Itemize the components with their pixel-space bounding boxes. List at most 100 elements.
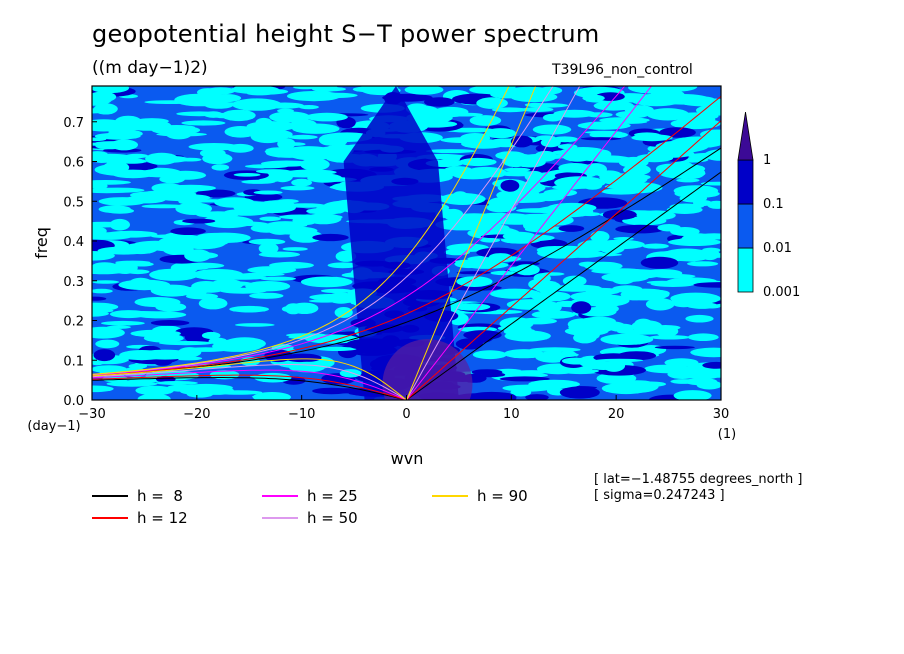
power-cell <box>292 123 340 134</box>
power-cell <box>685 377 718 386</box>
power-cell <box>214 390 263 395</box>
plot-area <box>91 85 722 401</box>
power-cell <box>630 93 683 107</box>
power-cell <box>580 212 600 217</box>
y-tick-label: 0.6 <box>63 156 84 171</box>
power-cell <box>664 358 699 367</box>
x-tick-label: 10 <box>503 407 520 422</box>
power-cell <box>280 185 315 191</box>
power-cell <box>134 297 181 308</box>
kelvin-curve <box>406 86 653 400</box>
power-cell <box>133 240 178 250</box>
power-cell <box>134 311 187 319</box>
dispersion-curves-h50 <box>92 86 581 400</box>
power-cell <box>696 104 721 116</box>
power-cell <box>257 200 297 213</box>
power-cell <box>271 344 294 352</box>
power-cell <box>700 129 721 140</box>
chart-subtitle: ((m day−1)2) <box>92 58 208 78</box>
power-cell <box>502 154 530 168</box>
power-cell <box>447 112 483 117</box>
power-cell <box>182 286 208 297</box>
x-tick-label: 20 <box>608 407 625 422</box>
power-cell <box>221 109 256 122</box>
power-cell <box>195 189 236 198</box>
power-cell <box>577 121 631 130</box>
power-cell <box>525 394 549 400</box>
power-cell <box>114 115 142 129</box>
power-cell <box>92 251 115 261</box>
power-cell <box>543 352 579 358</box>
power-cell <box>92 326 125 339</box>
power-cell <box>150 320 190 326</box>
power-cell <box>503 349 545 359</box>
power-cell <box>184 249 212 262</box>
y-tick-label: 0.3 <box>63 275 84 290</box>
power-cell <box>277 138 296 150</box>
power-cell <box>514 264 540 276</box>
power-cell <box>628 86 680 94</box>
power-cell <box>471 369 503 375</box>
power-cell <box>472 350 507 360</box>
power-cell <box>535 135 556 141</box>
power-cell <box>670 254 703 262</box>
power-cell <box>334 307 353 318</box>
power-cell <box>558 163 592 173</box>
power-cell <box>320 288 353 294</box>
latitude-info: [ lat=−1.48755 degrees_north ] <box>594 472 802 487</box>
x-axis: −30 −20 −10 0 10 20 30 <box>78 395 729 422</box>
power-cell <box>159 341 214 346</box>
y-axis-label: freq <box>32 227 51 259</box>
power-cell <box>426 149 476 154</box>
power-cell <box>687 369 721 380</box>
power-cell <box>562 275 587 287</box>
power-cell <box>106 380 158 387</box>
power-cell <box>118 279 171 291</box>
power-cell <box>170 227 206 235</box>
sigma-info: [ sigma=0.247243 ] <box>594 488 725 503</box>
colorbar-label: 0.01 <box>763 241 792 256</box>
power-core <box>343 86 459 400</box>
power-cell <box>289 230 323 243</box>
power-cell <box>582 316 616 326</box>
power-cell <box>284 353 322 363</box>
power-cell <box>488 253 513 262</box>
power-cell <box>165 128 192 140</box>
power-cell <box>687 333 719 342</box>
power-cell <box>198 297 228 310</box>
power-cell <box>623 164 651 176</box>
power-cell <box>673 390 712 400</box>
power-cell <box>634 132 660 137</box>
power-cell <box>269 261 314 269</box>
power-cell <box>404 86 444 95</box>
power-cell <box>609 120 648 124</box>
power-cell <box>490 288 541 299</box>
power-cell <box>501 220 533 225</box>
power-cell <box>654 345 695 350</box>
power-cell <box>693 199 712 207</box>
power-cell <box>223 208 269 216</box>
power-cell <box>92 288 113 294</box>
power-cell <box>461 139 507 149</box>
legend-label: h = 50 <box>307 509 358 527</box>
power-field <box>92 86 721 400</box>
power-cell <box>579 294 630 307</box>
y-tick-label: 0.2 <box>63 315 84 330</box>
power-cell <box>599 173 648 186</box>
power-cell <box>497 325 532 332</box>
power-cell <box>109 218 130 231</box>
power-cell <box>300 158 330 171</box>
power-cell <box>260 276 296 281</box>
power-cell <box>284 146 333 157</box>
y-axis-unit: (day−1) <box>27 419 80 434</box>
power-cell <box>467 331 494 343</box>
colorbar-label: 1 <box>763 153 771 168</box>
rossby-curve <box>92 358 407 400</box>
power-cell <box>476 97 508 109</box>
power-cell <box>685 314 714 323</box>
power-cell <box>281 172 327 178</box>
power-cell <box>248 238 286 245</box>
dispersion-curves <box>92 86 721 400</box>
power-cell <box>298 105 319 110</box>
power-cell <box>491 107 528 113</box>
